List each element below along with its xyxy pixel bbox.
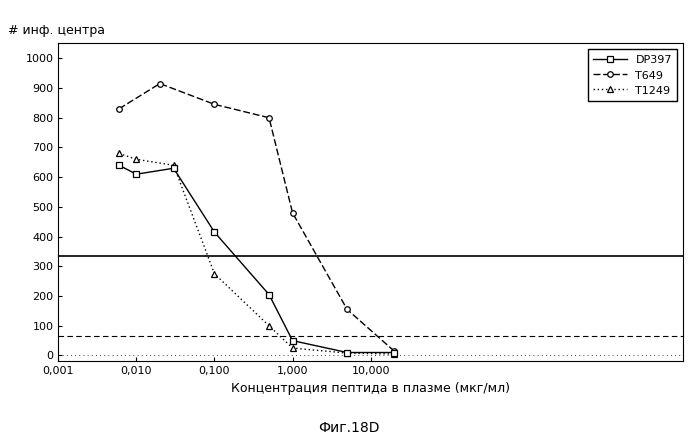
Legend: DP397, T649, T1249: DP397, T649, T1249 bbox=[588, 49, 678, 101]
T1249 bbox=[288, 345, 297, 351]
Text: Фиг.18D: Фиг.18D bbox=[318, 421, 380, 435]
DP397 bbox=[265, 292, 273, 297]
T1249 bbox=[210, 271, 218, 276]
T649 bbox=[343, 307, 351, 312]
T649 bbox=[265, 115, 273, 120]
Text: # инф. центра: # инф. центра bbox=[8, 24, 105, 37]
T1249 bbox=[265, 323, 273, 328]
T649 bbox=[288, 210, 297, 215]
DP397 bbox=[288, 338, 297, 343]
DP397 bbox=[343, 350, 351, 355]
T1249 bbox=[390, 351, 399, 357]
Line: T649: T649 bbox=[117, 81, 397, 354]
DP397 bbox=[132, 172, 140, 177]
T649 bbox=[390, 348, 399, 354]
Line: DP397: DP397 bbox=[117, 163, 397, 355]
T1249 bbox=[170, 163, 178, 168]
X-axis label: Концентрация пептида в плазме (мкг/мл): Концентрация пептида в плазме (мкг/мл) bbox=[231, 382, 510, 395]
DP397 bbox=[115, 163, 124, 168]
DP397 bbox=[210, 229, 218, 235]
DP397 bbox=[390, 350, 399, 355]
T1249 bbox=[132, 157, 140, 162]
T1249 bbox=[343, 351, 351, 356]
T1249 bbox=[115, 151, 124, 156]
T649 bbox=[115, 106, 124, 112]
T649 bbox=[156, 81, 164, 86]
DP397 bbox=[170, 166, 178, 171]
Line: T1249: T1249 bbox=[117, 150, 397, 357]
T649 bbox=[210, 102, 218, 107]
